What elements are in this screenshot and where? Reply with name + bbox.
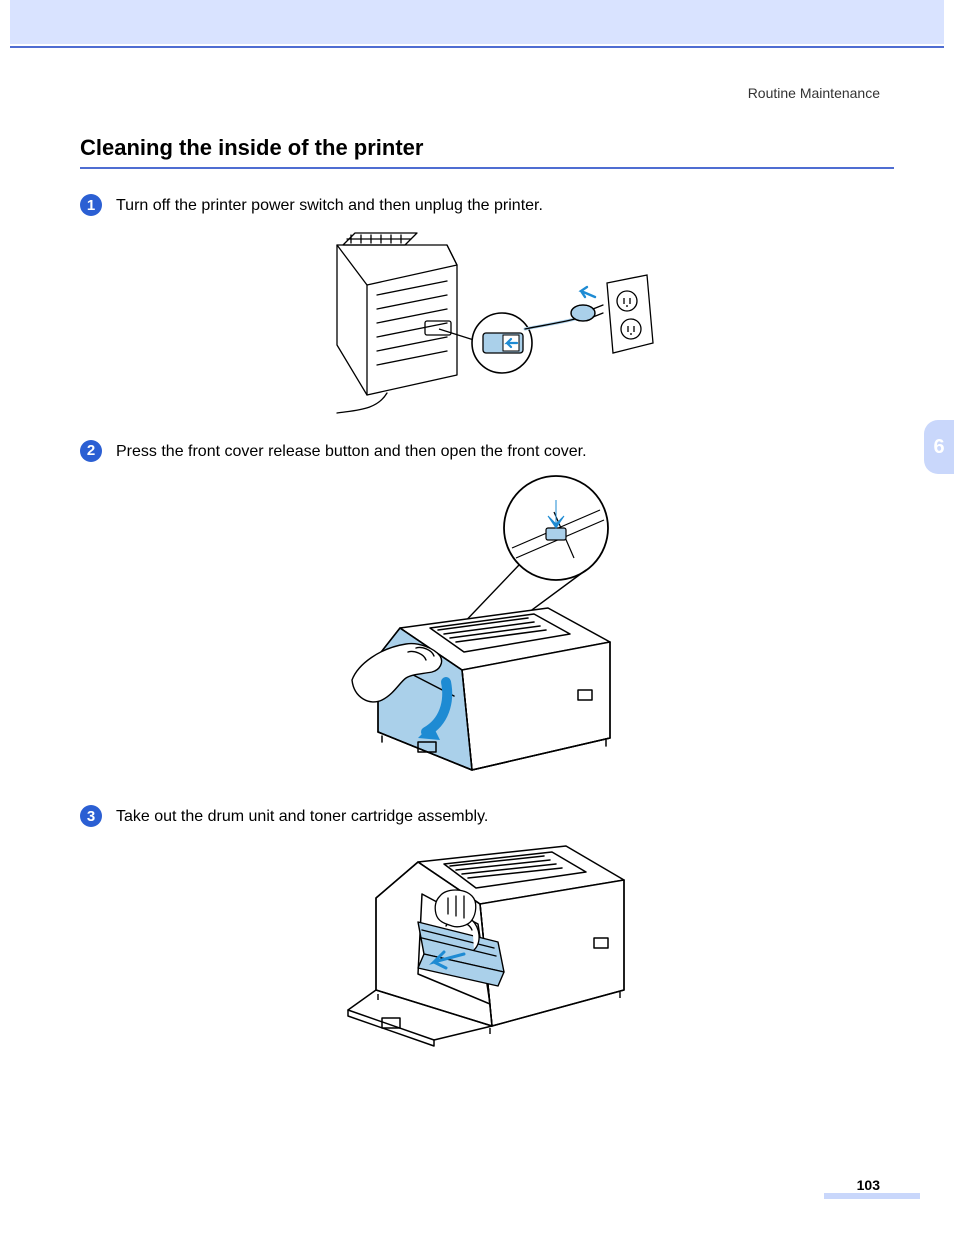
step-1-number: 1 — [80, 194, 102, 216]
header-band-rule — [10, 46, 944, 48]
chapter-tab: 6 — [924, 420, 954, 474]
footer: 103 — [10, 1181, 944, 1199]
step-2-number: 2 — [80, 440, 102, 462]
step-3-number: 3 — [80, 805, 102, 827]
section-title: Cleaning the inside of the printer — [80, 135, 894, 169]
header-band-fill — [10, 0, 944, 44]
illustration-2 — [80, 470, 894, 780]
step-2: 2 Press the front cover release button a… — [80, 441, 894, 463]
illustration-3 — [80, 834, 894, 1054]
illustration-3-svg — [322, 834, 652, 1054]
illustration-1-svg — [307, 225, 667, 415]
step-3-text: Take out the drum unit and toner cartrid… — [116, 806, 488, 828]
step-3: 3 Take out the drum unit and toner cartr… — [80, 806, 894, 828]
header-band — [0, 0, 954, 48]
step-2-text: Press the front cover release button and… — [116, 441, 587, 463]
main-content: Cleaning the inside of the printer 1 Tur… — [80, 135, 894, 1054]
step-1: 1 Turn off the printer power switch and … — [80, 195, 894, 217]
illustration-1 — [80, 225, 894, 415]
step-1-text: Turn off the printer power switch and th… — [116, 195, 543, 217]
illustration-2-svg — [322, 470, 652, 780]
running-head: Routine Maintenance — [748, 85, 880, 101]
page-number: 103 — [857, 1177, 880, 1193]
footer-accent-bar — [824, 1193, 920, 1199]
chapter-number: 6 — [933, 436, 944, 459]
